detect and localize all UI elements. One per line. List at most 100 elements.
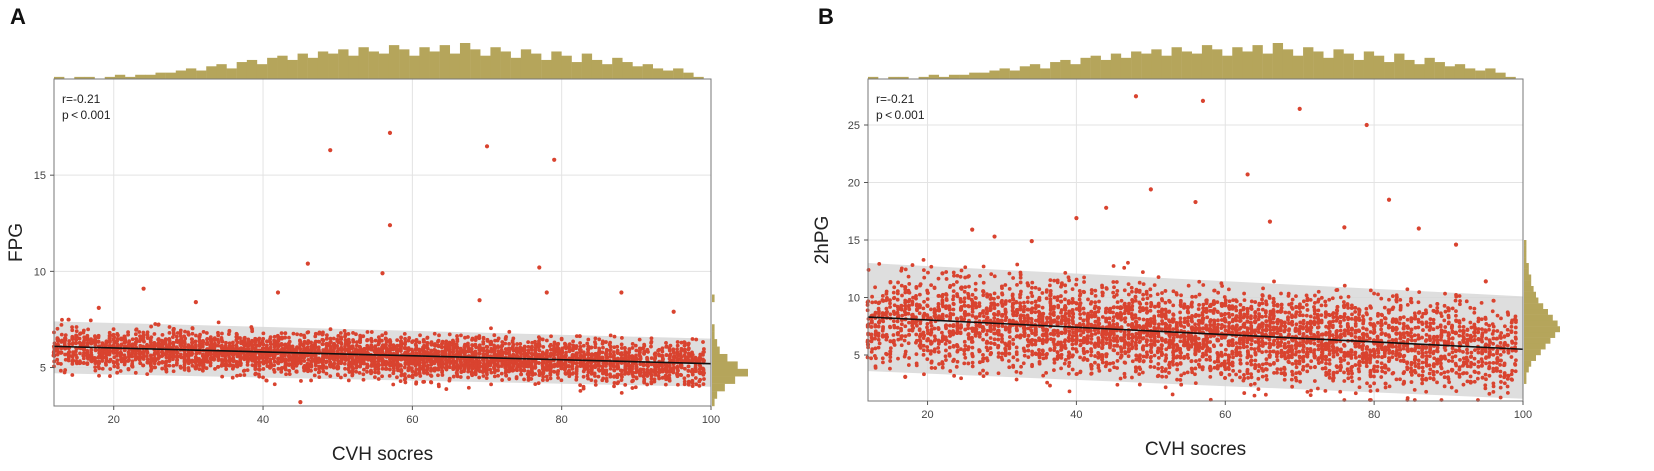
x-histogram-bar — [1353, 59, 1364, 79]
scatter-point — [686, 347, 691, 352]
scatter-point — [213, 366, 217, 371]
scatter-point — [197, 344, 202, 348]
outlier-point — [619, 290, 624, 295]
scatter-point — [160, 366, 165, 371]
scatter-point — [309, 362, 314, 367]
scatter-point — [880, 311, 885, 315]
scatter-point — [944, 270, 949, 274]
scatter-point — [111, 343, 116, 348]
y-tick-label: 10 — [34, 266, 46, 278]
scatter-point — [910, 299, 915, 304]
scatter-point — [384, 367, 389, 371]
scatter-point — [428, 351, 433, 356]
scatter-point — [324, 365, 328, 370]
scatter-point — [421, 380, 426, 384]
scatter-point — [406, 374, 411, 379]
scatter-point — [522, 346, 526, 350]
scatter-point — [578, 383, 583, 388]
scatter-point — [895, 325, 900, 330]
x-histogram-bar — [1060, 59, 1071, 79]
scatter-point — [633, 385, 638, 390]
scatter-point — [907, 332, 911, 337]
x-histogram-bar — [449, 53, 461, 79]
scatter-point — [592, 371, 597, 376]
scatter-point — [96, 340, 101, 344]
scatter-point — [160, 360, 165, 364]
x-histogram-bar — [500, 51, 511, 79]
scatter-point — [929, 330, 934, 335]
scatter-point — [891, 333, 896, 337]
scatter-point — [85, 353, 90, 358]
scatter-point — [170, 335, 175, 339]
scatter-point — [133, 370, 138, 375]
x-histogram-bar — [307, 57, 319, 79]
scatter-point — [918, 321, 923, 326]
scatter-point — [634, 357, 639, 361]
outlier-point — [275, 290, 281, 295]
scatter-point — [686, 341, 691, 346]
scatter-point — [566, 363, 571, 368]
scatter-point — [89, 352, 93, 357]
scatter-point — [459, 357, 463, 362]
x-histogram-bar — [84, 76, 95, 79]
outlier-point — [387, 223, 393, 228]
scatter-point — [959, 376, 963, 381]
scatter-point — [369, 371, 373, 376]
scatter-point — [156, 322, 161, 327]
scatter-point — [167, 330, 172, 335]
scatter-point — [283, 358, 288, 363]
scatter-point — [354, 332, 358, 337]
scatter-point — [93, 365, 98, 369]
scatter-point — [929, 366, 934, 370]
scatter-point — [365, 338, 370, 342]
scatter-point — [888, 312, 893, 317]
x-histogram-bar — [399, 49, 410, 79]
x-histogram-bar — [54, 76, 65, 79]
scatter-point — [350, 369, 354, 374]
scatter-point — [261, 331, 266, 336]
scatter-point — [675, 367, 680, 371]
scatter-point — [66, 317, 71, 322]
x-histogram-bar — [236, 62, 248, 79]
scatter-point — [959, 287, 964, 291]
scatter-point — [268, 364, 273, 368]
scatter-point — [403, 336, 407, 341]
scatter-point — [194, 363, 199, 367]
scatter-point — [182, 362, 187, 367]
scatter-point — [443, 348, 448, 352]
outlier-point — [552, 157, 557, 162]
scatter-point — [874, 356, 878, 361]
x-histogram-bar — [368, 51, 379, 79]
x-histogram-bar — [928, 74, 940, 79]
scatter-point — [965, 312, 970, 317]
scatter-point — [574, 377, 579, 382]
x-histogram-bar — [480, 55, 491, 79]
scatter-point — [914, 286, 919, 290]
scatter-point — [932, 334, 937, 339]
x-marginal-histogram — [54, 43, 704, 79]
scatter-point — [921, 352, 926, 357]
x-ticks: 20 40 60 80 100 — [108, 406, 720, 426]
scatter-point — [596, 361, 601, 366]
scatter-point — [119, 355, 124, 360]
scatter-point — [261, 336, 266, 341]
x-histogram-bar — [1161, 55, 1172, 79]
scatter-point — [870, 300, 875, 305]
x-histogram-bar — [348, 55, 359, 79]
scatter-point — [190, 340, 194, 345]
scatter-point — [89, 347, 94, 352]
scatter-point — [600, 364, 605, 369]
scatter-point — [679, 363, 684, 368]
scatter-point — [134, 337, 139, 341]
x-histogram-bar — [1029, 64, 1041, 79]
y-histogram-bar — [712, 391, 718, 399]
scatter-point — [170, 349, 175, 354]
scatter-point — [877, 309, 881, 314]
scatter-point — [74, 355, 79, 360]
scatter-point — [63, 368, 68, 372]
scatter-point — [186, 330, 190, 335]
x-histogram-bar — [622, 62, 633, 79]
x-histogram-bar — [155, 72, 166, 79]
scatter-point — [470, 343, 475, 347]
scatter-point — [907, 282, 912, 286]
